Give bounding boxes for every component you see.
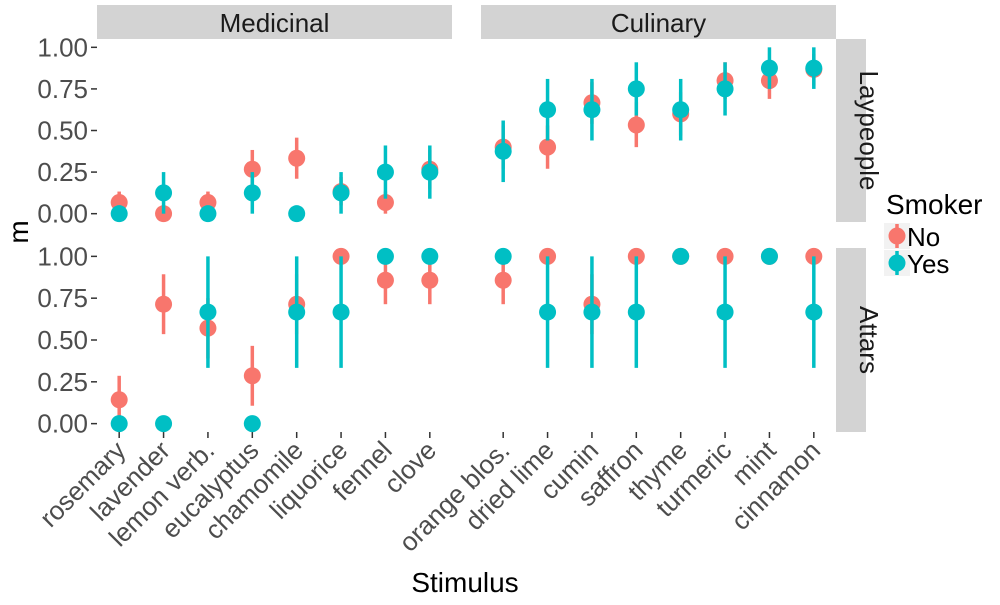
point-yes-attars-eucalyptus (243, 415, 261, 433)
y-tick-label: 0.75 (37, 74, 88, 104)
point-yes-laypeople-saffron (627, 80, 645, 98)
legend-key-point-yes (888, 254, 906, 272)
point-no-attars-rosemary (110, 391, 128, 409)
legend-label-no: No (907, 222, 940, 252)
point-no-attars-fennel (376, 271, 394, 289)
strip-laypeople (836, 39, 866, 222)
point-no-attars-eucalyptus (243, 367, 261, 385)
point-yes-laypeople-cinnamon (805, 59, 823, 77)
point-yes-attars-cumin (583, 303, 601, 321)
point-yes-attars-rosemary (110, 415, 128, 433)
x-axis-title: Stimulus (411, 567, 518, 598)
point-yes-laypeople-clove (421, 163, 439, 181)
point-yes-attars-dried-lime (539, 303, 557, 321)
point-yes-laypeople-orange-blos (494, 142, 512, 160)
point-yes-laypeople-turmeric (716, 80, 734, 98)
y-tick-label: 1.00 (37, 32, 88, 62)
point-yes-laypeople-eucalyptus (243, 184, 261, 202)
point-yes-attars-mint (760, 247, 778, 265)
y-axis-title: m (3, 220, 34, 243)
y-tick-label: 0.25 (37, 157, 88, 187)
legend-title: Smoker (886, 189, 982, 220)
point-yes-laypeople-dried-lime (539, 101, 557, 119)
point-yes-attars-thyme (672, 247, 690, 265)
x-tick-label-clove: clove (378, 435, 442, 499)
y-tick-label: 0.00 (37, 199, 88, 229)
point-yes-laypeople-lavender (155, 184, 173, 202)
strip-label-medicinal: Medicinal (220, 8, 330, 38)
y-tick-label: 0.75 (37, 283, 88, 313)
point-yes-laypeople-rosemary (110, 205, 128, 223)
strip-label-culinary: Culinary (611, 8, 706, 38)
y-tick-label: 0.00 (37, 409, 88, 439)
point-no-attars-lavender (155, 295, 173, 313)
strip-culinary (481, 5, 836, 39)
point-yes-laypeople-lemon-verb (199, 205, 217, 223)
y-tick-label: 0.50 (37, 116, 88, 146)
strip-label-laypeople: Laypeople (854, 71, 884, 191)
point-no-attars-orange-blos (494, 271, 512, 289)
point-yes-laypeople-cumin (583, 101, 601, 119)
plot-marks (110, 47, 823, 433)
point-no-attars-clove (421, 271, 439, 289)
point-yes-attars-turmeric (716, 303, 734, 321)
point-yes-attars-fennel (376, 247, 394, 265)
point-yes-laypeople-mint (760, 59, 778, 77)
strip-attars (836, 248, 866, 432)
y-tick-label: 0.50 (37, 325, 88, 355)
point-yes-attars-orange-blos (494, 247, 512, 265)
strip-medicinal (97, 5, 452, 39)
legend-label-yes: Yes (907, 249, 949, 279)
facet-strips: Medicinal Culinary Laypeople Attars (97, 5, 884, 432)
point-yes-attars-liquorice (332, 303, 350, 321)
point-yes-attars-chamomile (288, 303, 306, 321)
point-yes-attars-clove (421, 247, 439, 265)
point-yes-attars-cinnamon (805, 303, 823, 321)
point-yes-attars-lemon-verb (199, 303, 217, 321)
point-no-laypeople-saffron (627, 116, 645, 134)
point-yes-attars-saffron (627, 303, 645, 321)
y-tick-label: 1.00 (37, 241, 88, 271)
point-no-laypeople-eucalyptus (243, 160, 261, 178)
y-tick-label: 0.25 (37, 367, 88, 397)
point-yes-laypeople-fennel (376, 163, 394, 181)
point-yes-laypeople-thyme (672, 101, 690, 119)
point-yes-laypeople-liquorice (332, 184, 350, 202)
point-yes-attars-lavender (155, 415, 173, 433)
point-no-laypeople-dried-lime (539, 138, 557, 156)
point-no-laypeople-fennel (376, 194, 394, 212)
point-no-laypeople-chamomile (288, 149, 306, 167)
point-yes-laypeople-chamomile (288, 205, 306, 223)
legend-key-point-no (888, 227, 906, 245)
strip-label-attars: Attars (854, 306, 884, 374)
